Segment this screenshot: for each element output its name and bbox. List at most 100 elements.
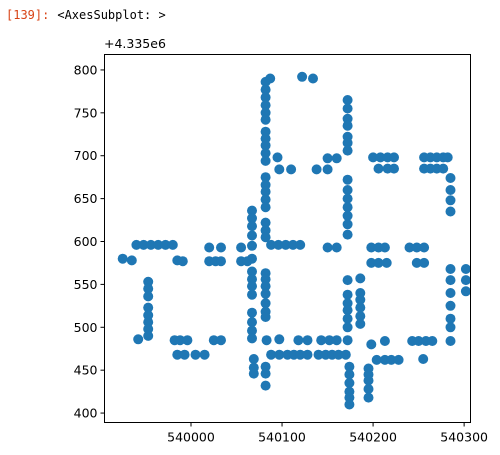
- y-tick-label: 750: [74, 105, 98, 120]
- scatter-point: [247, 205, 257, 216]
- scatter-point: [260, 274, 271, 285]
- scatter-point: [379, 336, 390, 346]
- scatter-point: [167, 239, 178, 250]
- scatter-point: [247, 325, 257, 336]
- scatter-point: [342, 275, 353, 286]
- scatter-point: [411, 242, 422, 253]
- y-axis: 400 450 500 550 600 650 700 750 800: [74, 62, 105, 421]
- scatter-point: [302, 349, 313, 360]
- cell-output-text: <AxesSubplot: >: [57, 8, 166, 22]
- scatter-point: [445, 300, 456, 311]
- scatter-point: [427, 336, 438, 346]
- scatter-point: [247, 281, 257, 292]
- scatter-point: [274, 349, 285, 360]
- scatter-point: [355, 311, 366, 322]
- scatter-point: [288, 239, 298, 250]
- scatter-point: [260, 148, 271, 159]
- scatter-point: [311, 164, 322, 175]
- scatter-point: [342, 185, 353, 195]
- y-tick-label: 400: [74, 406, 98, 421]
- scatter-point: [236, 242, 247, 253]
- scatter-point: [393, 354, 404, 365]
- scatter-point: [355, 318, 366, 329]
- scatter-point: [355, 273, 366, 284]
- scatter-point: [371, 354, 382, 365]
- scatter-point: [322, 164, 333, 175]
- scatter-point: [274, 334, 285, 345]
- scatter-point: [344, 378, 355, 388]
- scatter-point: [322, 242, 333, 253]
- scatter-point: [260, 100, 271, 111]
- scatter-point: [445, 206, 456, 217]
- scatter-point: [260, 172, 271, 183]
- scatter-point: [404, 242, 415, 253]
- scatter-point: [419, 257, 430, 268]
- scatter-point: [342, 229, 353, 240]
- scatter-point: [260, 232, 271, 243]
- scatter-point: [216, 242, 226, 253]
- scatter-point: [368, 152, 379, 163]
- scatter-point: [260, 186, 271, 197]
- scatter-point: [379, 242, 390, 253]
- scatter-point: [342, 120, 353, 131]
- scatter-point: [342, 305, 353, 316]
- scatter-point: [419, 242, 430, 253]
- scatter-point: [342, 174, 353, 185]
- scatter-point: [260, 217, 271, 228]
- scatter-point: [375, 152, 386, 163]
- scatter-point: [208, 335, 219, 346]
- scatter-point: [373, 163, 384, 174]
- scatter-point: [247, 307, 257, 318]
- scatter-point: [260, 368, 271, 379]
- scatter-point: [445, 313, 456, 324]
- scatter-point: [389, 163, 399, 174]
- scatter-point: [260, 155, 271, 166]
- y-tick-label: 700: [74, 148, 98, 163]
- scatter-point: [342, 202, 353, 213]
- scatter-point: [286, 164, 297, 175]
- scatter-point: [133, 334, 144, 345]
- scatter-point: [274, 164, 285, 175]
- scatter-point: [460, 286, 471, 297]
- scatter-point: [344, 369, 355, 380]
- scatter-point: [247, 240, 257, 251]
- scatter-point: [366, 257, 377, 268]
- scatter-point: [260, 126, 271, 137]
- scatter-point: [247, 213, 257, 224]
- scatter-point: [265, 73, 276, 84]
- scatter-point: [308, 73, 318, 84]
- scatter-point: [445, 195, 456, 206]
- scatter-point: [313, 349, 324, 360]
- scatter-point: [445, 336, 456, 346]
- cell-output-header: [139]: <AxesSubplot: >: [6, 8, 166, 22]
- scatter-point: [342, 322, 353, 333]
- scatter-point: [445, 185, 456, 195]
- scatter-point: [175, 335, 186, 346]
- scatter-point: [260, 298, 271, 309]
- scatter-point: [460, 264, 471, 274]
- scatter-point: [266, 349, 277, 360]
- scatter-point: [442, 152, 453, 163]
- scatter-point: [460, 275, 471, 286]
- scatter-point: [389, 152, 399, 163]
- scatter-point: [143, 302, 154, 313]
- scatter-point: [344, 361, 355, 372]
- scatter-point: [342, 335, 353, 346]
- scatter-point: [342, 219, 353, 230]
- scatter-point: [260, 312, 271, 322]
- scatter-point: [272, 152, 283, 163]
- scatter-point: [143, 276, 154, 287]
- scatter-point: [445, 264, 456, 274]
- x-tick-label: 540100: [258, 430, 306, 445]
- scatter-point: [322, 153, 333, 164]
- x-tick-label: 540300: [440, 430, 488, 445]
- scatter-point: [260, 281, 271, 292]
- scatter-point: [295, 349, 306, 360]
- scatter-point: [126, 255, 137, 266]
- scatter-point: [280, 239, 291, 250]
- scatter-point: [261, 335, 272, 346]
- scatter-point: [247, 266, 257, 277]
- scatter-point: [331, 242, 342, 253]
- y-tick-label: 800: [74, 62, 98, 77]
- scatter-point: [297, 71, 308, 82]
